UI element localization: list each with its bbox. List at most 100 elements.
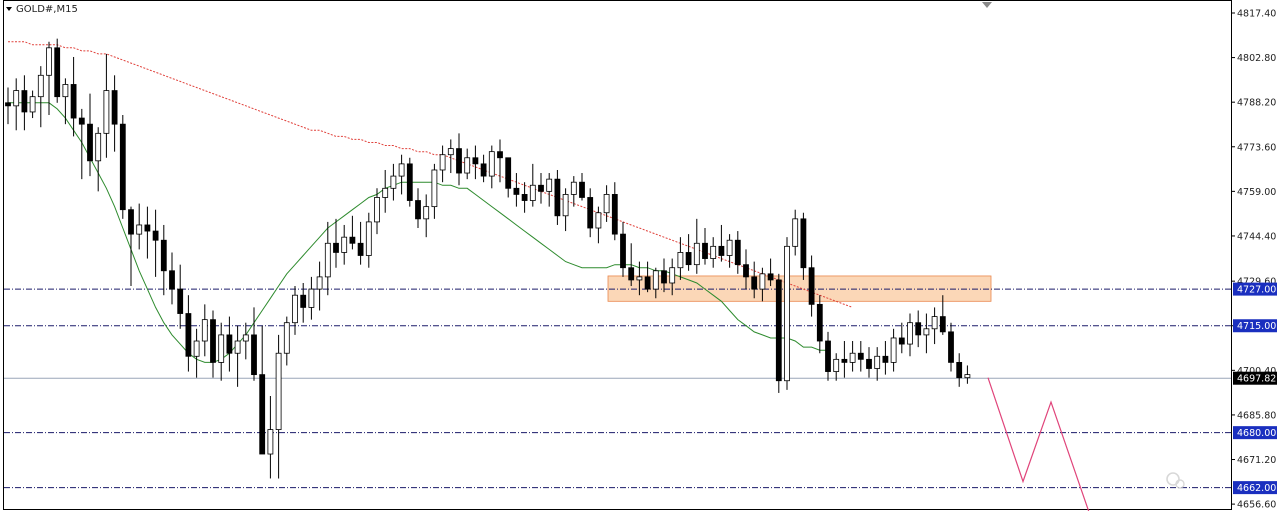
candle-body [283,322,290,354]
candle-body [119,123,126,211]
candle [480,154,487,183]
candle [890,328,897,372]
chart-title-text: GOLD#,M15 [16,4,78,15]
candle-body [857,352,864,360]
candle [743,249,749,290]
candle [579,173,585,201]
candle-body [292,294,298,324]
candle-body [472,157,479,165]
candle [611,182,618,241]
candle-body [128,209,134,235]
candle [702,228,708,265]
candle-body [177,288,184,314]
candle [669,258,676,296]
candle [710,237,717,268]
candle-body [136,224,143,235]
candle [808,255,815,317]
candle-body [447,148,454,156]
y-tick-label: 4817.40 [1237,8,1276,19]
candle-body [521,194,528,201]
candle [603,185,610,222]
candle-body [915,322,922,336]
candle [62,78,69,125]
candle-body [390,175,397,189]
candle [300,282,307,323]
candle-body [948,331,954,363]
candle [160,224,167,296]
candle-body [620,233,626,269]
candle-body [169,270,175,290]
candle-body [54,47,61,98]
level-price-tag [1233,426,1277,440]
level-price-tag [1233,481,1277,495]
y-tick-label: 4788.20 [1237,98,1276,109]
watermark-logo-icon [1166,472,1180,486]
candle [201,304,208,357]
candle [833,353,840,381]
candle-body [800,218,807,269]
collapse-triangle-icon[interactable] [6,7,12,11]
y-tick-label: 4685.80 [1237,410,1276,421]
candle [956,353,963,387]
candle [521,182,528,213]
candle-body [46,47,52,76]
candle [234,325,241,387]
candle [415,188,421,229]
candle-body [726,239,733,256]
candle [464,148,471,180]
chart-shift-marker-icon[interactable] [982,2,992,8]
y-tick-label: 4802.80 [1237,53,1276,64]
candle-body [587,197,594,229]
candle-body [423,206,430,220]
candle-body [144,224,151,232]
candle-body [685,252,692,266]
candle-body [792,218,799,247]
candle-body [406,163,413,201]
candle-body [300,294,307,308]
candle-body [890,337,897,363]
ma-fast-line [8,102,828,363]
candle-body [907,322,913,345]
candle [488,145,495,189]
candle-body [13,90,20,107]
candle [210,310,216,378]
candle-body [898,337,905,345]
candle-body [677,252,684,269]
candle-body [464,157,471,174]
candle-body [357,242,364,256]
candle [505,157,512,198]
candle [570,176,577,207]
candle [849,341,856,372]
candle-body [456,148,462,174]
candle-body [939,316,946,333]
candle-body [702,242,708,259]
candle-body [488,151,495,177]
candle-body [415,200,421,220]
candle-body [603,194,610,214]
candle [46,41,52,116]
candle-body [505,157,512,189]
candle [37,66,44,128]
candle-body [78,117,85,125]
candle [661,258,667,293]
candle-body [775,279,782,382]
candle [152,209,159,277]
candle [341,224,348,265]
candle [800,212,807,280]
candle [103,53,110,158]
candle-body [316,276,323,290]
candle-body [62,84,69,98]
candle-body [185,313,192,357]
candle-body [652,270,659,290]
candle-body [5,102,11,107]
candle [948,322,954,372]
chart-title: GOLD#,M15 [6,4,78,15]
candle [841,341,848,378]
candle [111,75,118,152]
candle [308,276,315,320]
candle [242,322,249,360]
candle-body [611,194,618,235]
candle [792,209,799,256]
candle [456,133,462,186]
candle [382,169,389,213]
